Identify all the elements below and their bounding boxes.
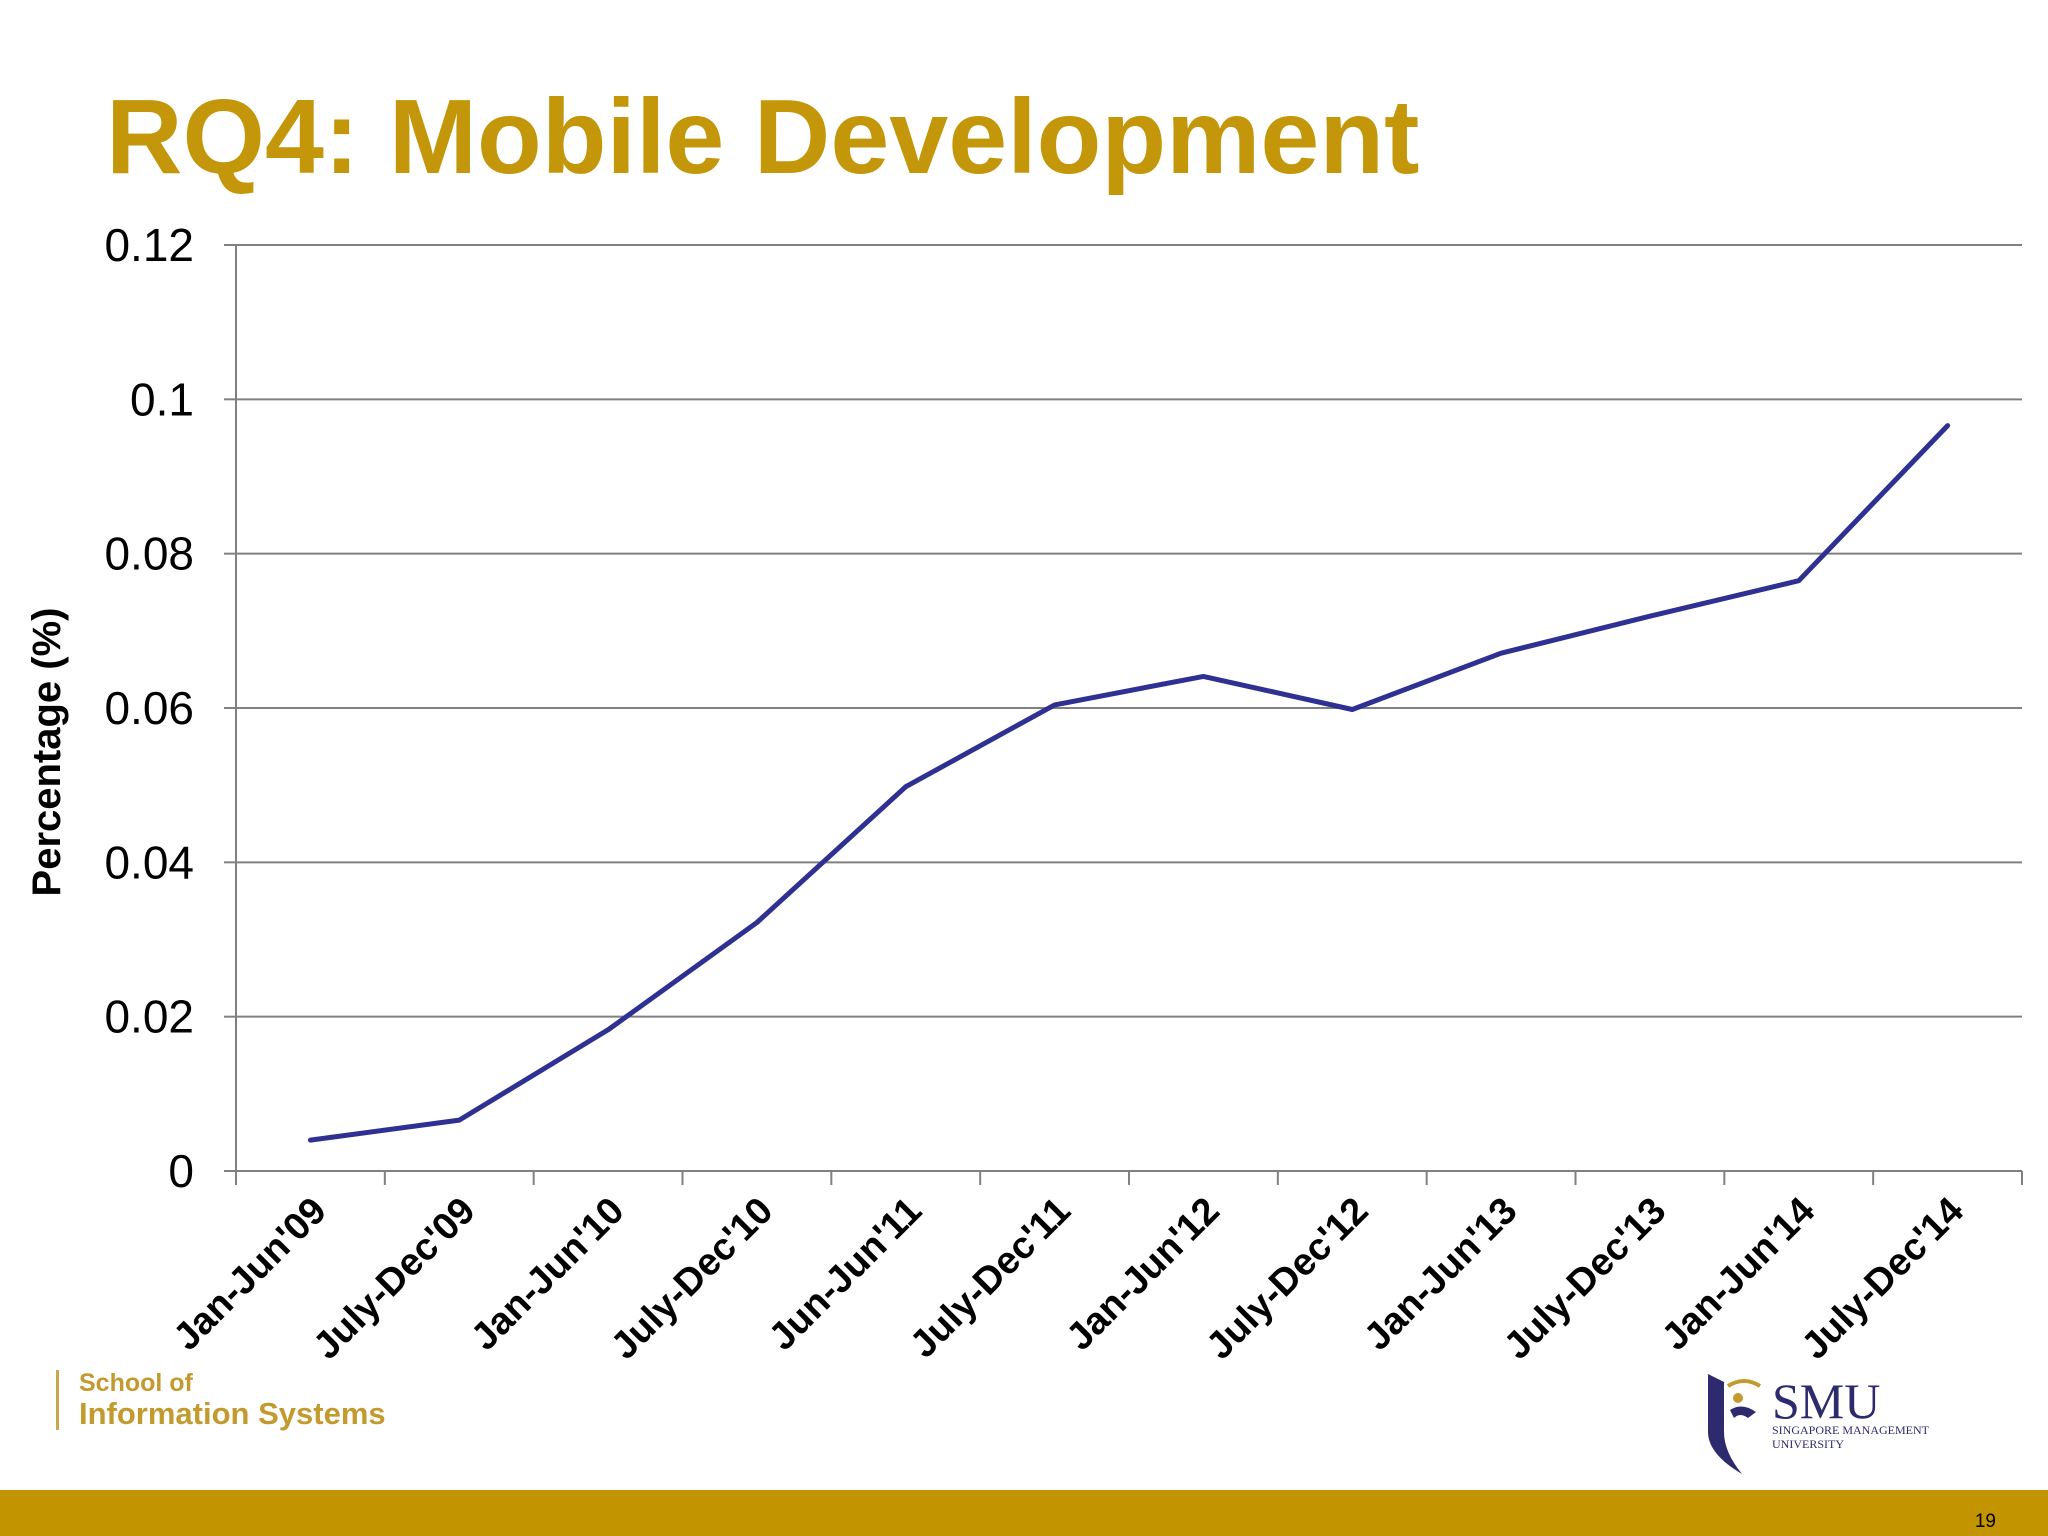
axes [224,244,2023,1185]
smu-subtitle-line2: UNIVERSITY [1772,1436,1844,1451]
series-line [307,423,1951,1143]
smu-subtitle: SINGAPORE MANAGEMENT UNIVERSITY [1772,1423,1930,1452]
x-tick-labels: Jan-Jun'09July-Dec'09Jan-Jun'10July-Dec'… [166,1190,1972,1368]
x-tick-label: July-Dec'11 [902,1190,1079,1367]
y-axis-title: Percentage (%) [25,608,69,897]
series-layer [307,423,1951,1143]
school-logo: School of Information Systems [56,1370,386,1430]
x-tick-label: July-Dec'14 [1794,1190,1972,1368]
grid-lines [236,244,2022,1018]
y-tick-labels: 0 0.02 0.04 0.06 0.08 0.1 0.12 [104,219,194,1197]
smu-subtitle-line1: SINGAPORE MANAGEMENT [1772,1423,1930,1437]
y-tick-label: 0.08 [104,528,194,580]
y-tick-label: 0.04 [104,836,194,888]
smu-wordmark: SMU [1772,1373,1881,1429]
y-tick-label: 0.1 [130,373,194,425]
smu-crest-icon [1708,1374,1762,1474]
school-logo-line1: School of [79,1369,193,1397]
smu-logo: SMU SINGAPORE MANAGEMENT UNIVERSITY [1704,1372,2004,1482]
slide-title: RQ4: Mobile Development [106,78,1420,196]
school-logo-line2: Information Systems [79,1396,386,1431]
page-number: 19 [1974,1511,1996,1532]
x-tick-label: July-Dec'12 [1199,1190,1377,1368]
line-chart: 0 0.02 0.04 0.06 0.08 0.1 0.12 Jan-Jun'09July-… [25,219,2023,1368]
y-tick-label: 0.12 [104,219,194,271]
x-tick-label: July-Dec'09 [306,1190,484,1368]
x-tick-label: July-Dec'10 [603,1190,781,1368]
footer-bar [0,1490,2048,1536]
y-tick-label: 0.06 [104,682,194,734]
y-tick-label: 0.02 [104,991,194,1043]
x-tick-label: July-Dec'13 [1496,1190,1674,1368]
y-tick-label: 0 [168,1145,194,1197]
